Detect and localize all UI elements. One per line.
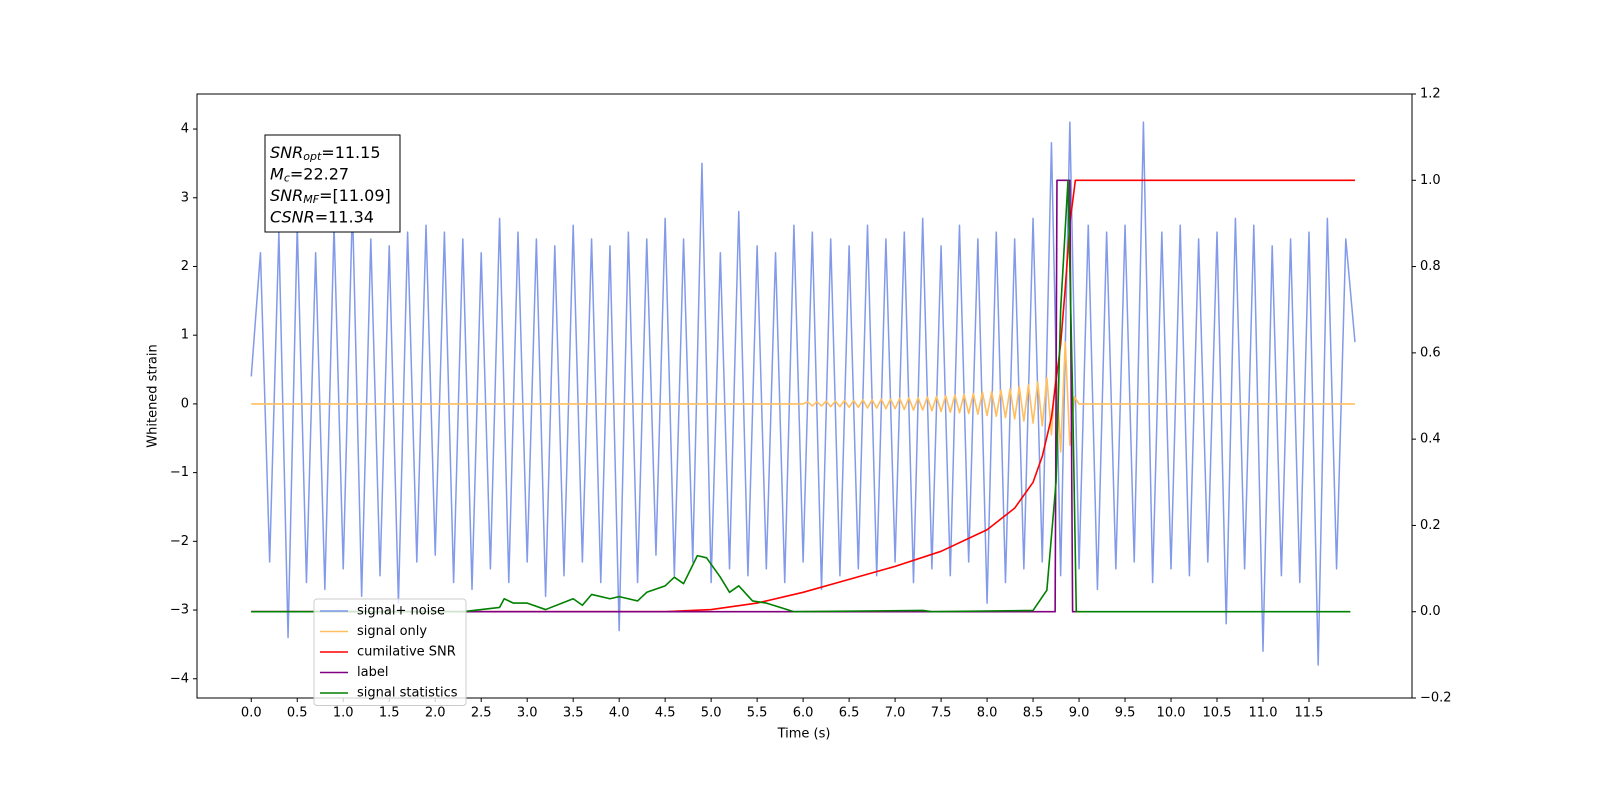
y2-tick-label: 1.0	[1420, 173, 1441, 188]
y-tick-label: 0	[181, 396, 189, 411]
x-tick-label: 1.0	[333, 706, 354, 721]
x-tick-label: 10.5	[1203, 706, 1232, 721]
x-tick-label: 8.0	[977, 706, 998, 721]
y-tick-label: −1	[170, 465, 189, 480]
y2-tick-label: 1.2	[1420, 87, 1441, 102]
y-tick-label: 4	[181, 122, 189, 137]
x-tick-label: 4.5	[655, 706, 676, 721]
x-tick-label: 9.5	[1115, 706, 1136, 721]
x-tick-label: 11.0	[1249, 706, 1278, 721]
legend-label: signal statistics	[357, 686, 458, 701]
annotation-box	[264, 134, 401, 233]
y-tick-label: −4	[170, 671, 189, 686]
series-line	[251, 179, 1080, 613]
axes-frame	[196, 93, 1413, 699]
x-tick-label: 5.5	[747, 706, 768, 721]
y2-tick-label: 0.8	[1420, 259, 1441, 274]
y2-tick-label: −0.2	[1420, 691, 1452, 706]
annotation-line: Mc=22.27	[270, 164, 349, 185]
series-line	[251, 179, 1355, 613]
x-tick-label: 0.0	[241, 706, 262, 721]
series-line	[251, 341, 1355, 453]
x-tick-label: 4.0	[609, 706, 630, 721]
x-tick-label: 3.0	[517, 706, 538, 721]
x-tick-label: 9.0	[1069, 706, 1090, 721]
y-tick-label: −3	[170, 603, 189, 618]
y-tick-label: −2	[170, 534, 189, 549]
y-tick-label: 1	[181, 328, 189, 343]
x-tick-label: 6.5	[839, 706, 860, 721]
x-tick-label: 7.0	[885, 706, 906, 721]
x-tick-label: 6.0	[793, 706, 814, 721]
plot-layer	[250, 121, 1356, 666]
series-line	[250, 121, 1356, 666]
y2-tick-label: 0.2	[1420, 518, 1441, 533]
annotation-symbol: SNR	[270, 143, 303, 162]
annotation-line: SNRopt=11.15	[270, 143, 381, 164]
legend-label: label	[357, 665, 388, 680]
annotation-value: =22.27	[290, 164, 349, 183]
annotation-subscript: opt	[303, 150, 322, 163]
x-tick-label: 1.5	[379, 706, 400, 721]
legend-label: cumilative SNR	[357, 645, 456, 660]
annotation-line: CSNR=11.34	[270, 207, 374, 226]
x-tick-label: 2.5	[471, 706, 492, 721]
x-tick-label: 2.0	[425, 706, 446, 721]
y-tick-label: 3	[181, 190, 189, 205]
x-tick-label: 3.5	[563, 706, 584, 721]
annotation-symbol: SNR	[270, 186, 303, 205]
y2-tick-label: 0.6	[1420, 345, 1441, 360]
legend-label: signal+ noise	[357, 604, 445, 619]
x-tick-label: 0.5	[287, 706, 308, 721]
x-tick-label: 11.5	[1295, 706, 1324, 721]
y-tick-label: 2	[181, 259, 189, 274]
annotation-value: =[11.09]	[319, 186, 391, 205]
annotation-symbol: CSNR	[270, 207, 315, 226]
annotation-subscript: MF	[303, 193, 319, 206]
annotation-value: =11.15	[321, 143, 380, 162]
annotation-value: =11.34	[315, 207, 374, 226]
legend-box	[313, 598, 467, 706]
y2-tick-label: 0.4	[1420, 432, 1441, 447]
series-line	[251, 179, 1351, 613]
y-axis-label: Whitened strain	[146, 344, 161, 447]
legend-label: signal only	[357, 624, 427, 639]
x-tick-label: 8.5	[1023, 706, 1044, 721]
annotation-symbol: M	[270, 164, 284, 183]
annotation-line: SNRMF=[11.09]	[270, 186, 391, 207]
x-tick-label: 10.0	[1157, 706, 1186, 721]
y2-tick-label: 0.0	[1420, 604, 1441, 619]
x-tick-label: 5.0	[701, 706, 722, 721]
annotation-subscript: c	[284, 172, 290, 185]
x-axis-label: Time (s)	[777, 727, 831, 742]
x-tick-label: 7.5	[931, 706, 952, 721]
